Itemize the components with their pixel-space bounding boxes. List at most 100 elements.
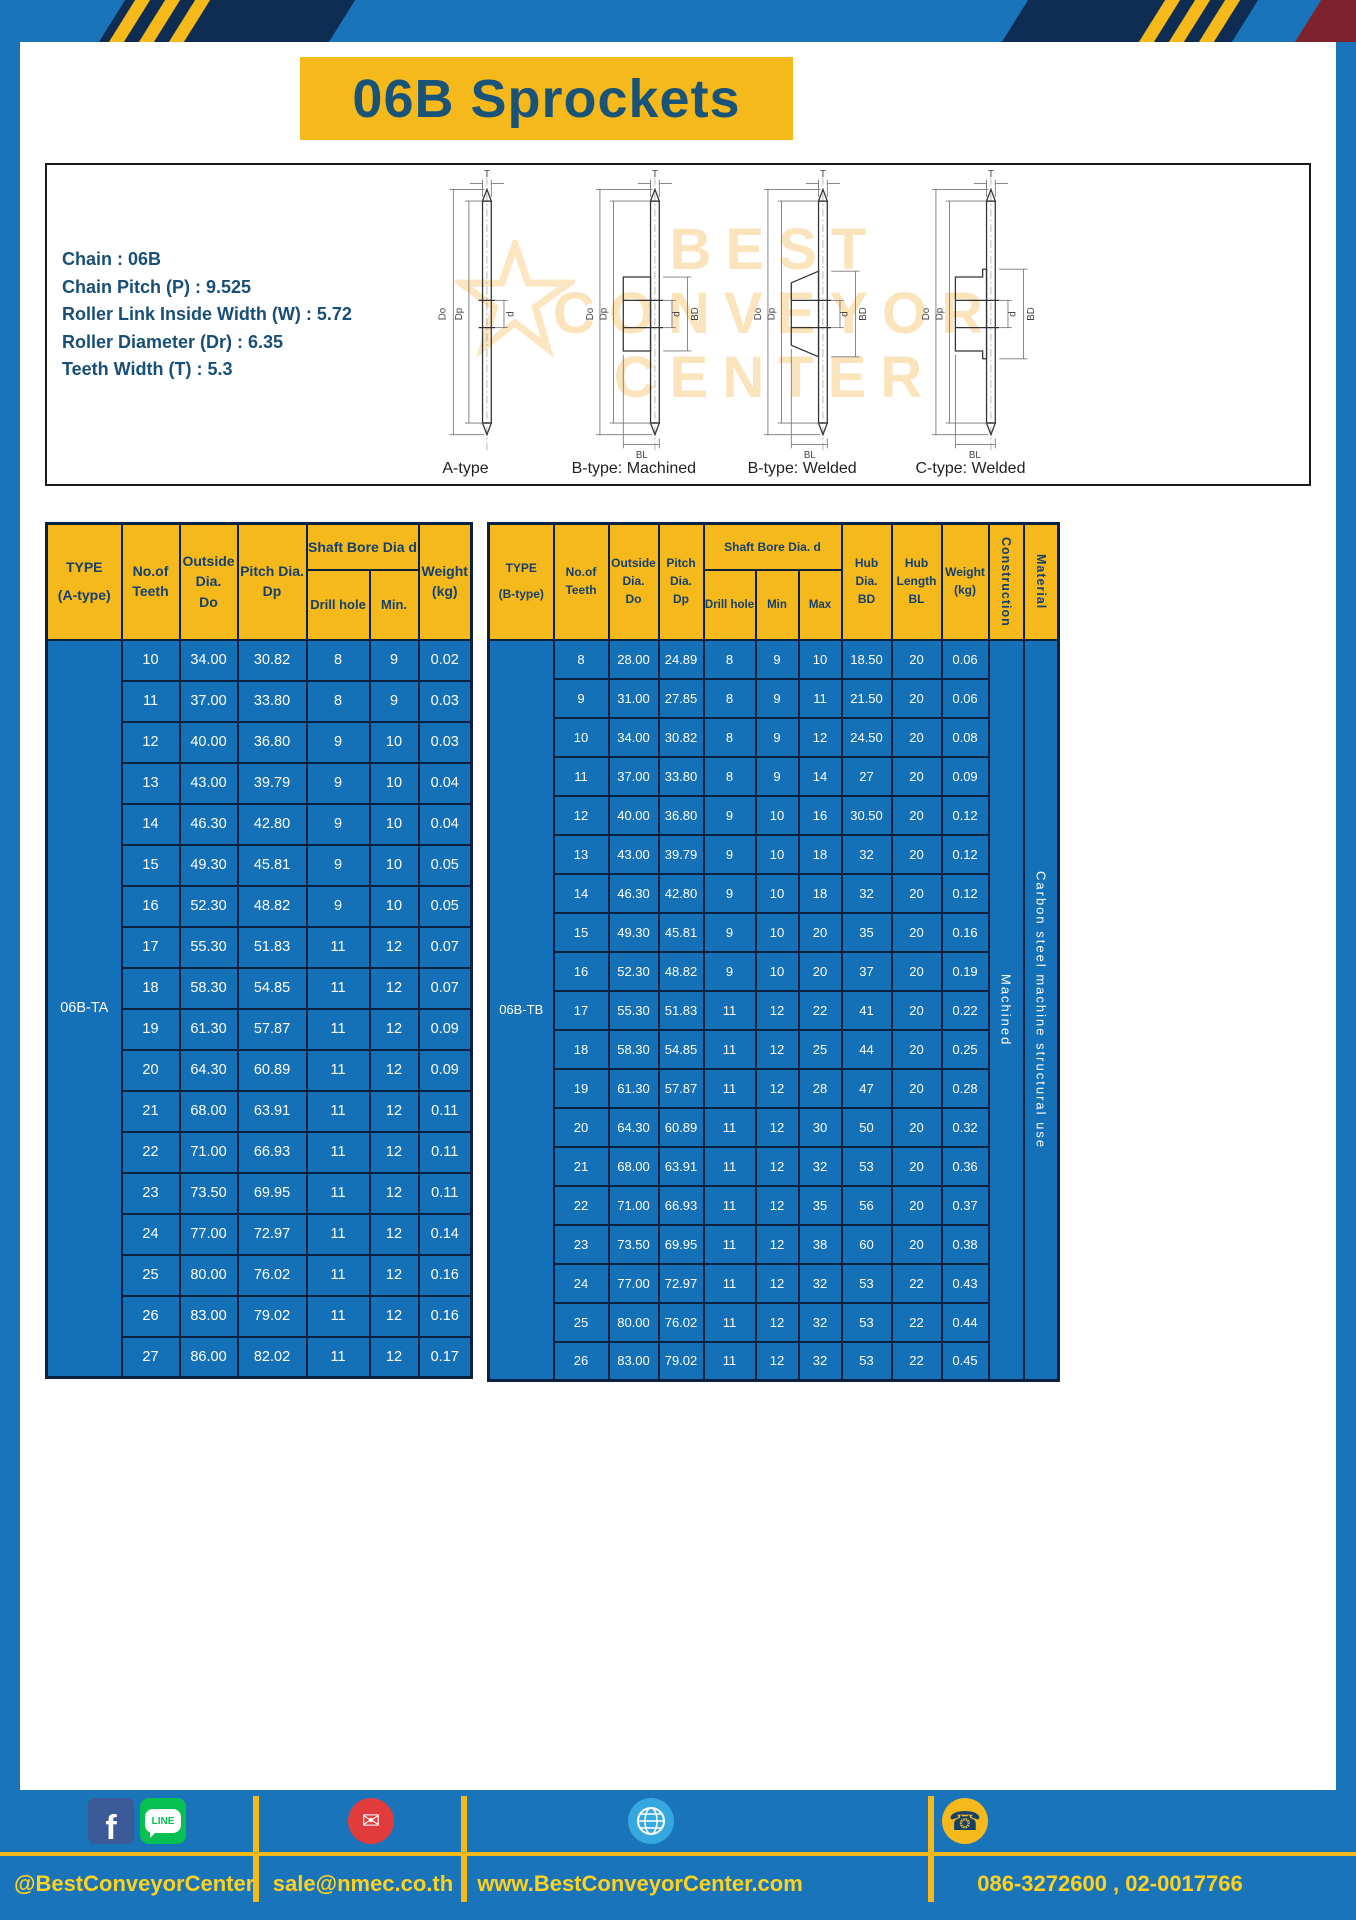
header-line: TYPE	[65, 558, 103, 575]
cell: 63.91	[657, 1145, 705, 1187]
cell: 9	[702, 833, 757, 875]
dim-label: Do	[753, 308, 764, 320]
cell: 77.00	[607, 1262, 660, 1304]
cell: 23	[552, 1223, 610, 1265]
cell: 58.30	[178, 966, 239, 1010]
table-b-type: TYPE (B-type) No.of Teeth Outside Dia. D…	[487, 522, 1061, 1382]
cell: 30	[797, 1106, 843, 1148]
cell: 64.30	[607, 1106, 660, 1148]
header-type: TYPE (B-type)	[487, 522, 555, 641]
cell: 52.30	[178, 884, 239, 928]
cell: 12	[368, 1007, 420, 1051]
table-row: 10 34.00 30.82 8 9 12 24.50 20 0.08	[489, 716, 1059, 758]
cell: 9	[305, 802, 371, 846]
cell: 9	[368, 679, 420, 723]
table-row: 14 46.30 42.80 9 10 18 32 20 0.12	[489, 872, 1059, 914]
cell: 11	[552, 755, 610, 797]
header-shaft-bore-group: Shaft Bore Dia. d	[702, 522, 843, 571]
cell: 0.11	[417, 1089, 473, 1133]
email-icon[interactable]: ✉	[348, 1798, 394, 1844]
header-type: TYPE (A-type)	[45, 522, 123, 641]
header-line: Construction	[999, 536, 1014, 627]
cell: 20	[797, 950, 843, 992]
table-row: 21 68.00 63.91 11 12 0.11	[47, 1089, 473, 1133]
diagram-b-type-welded: T Do Dp d BD BL B-type: Welded	[725, 168, 880, 486]
header-min: Min	[754, 568, 800, 641]
cell: 27	[840, 755, 893, 797]
cell: 12	[368, 1171, 420, 1215]
footer-email-label[interactable]: sale@nmec.co.th	[272, 1871, 454, 1896]
table-row: 21 68.00 63.91 11 12 32 53 20 0.36	[489, 1145, 1059, 1187]
cell: 51.83	[236, 925, 308, 969]
cell: 20	[890, 911, 943, 953]
header-pitch-dia: Pitch Dia. Dp	[657, 522, 705, 641]
cell: 12	[368, 1294, 420, 1338]
cell: 58.30	[607, 1028, 660, 1070]
header-hub-dia: Hub Dia. BD	[840, 522, 893, 641]
cell: 53	[840, 1262, 893, 1304]
cell: 0.43	[940, 1262, 990, 1304]
cell: 68.00	[607, 1145, 660, 1187]
header-line: Outside	[182, 552, 235, 569]
cell: 37	[840, 950, 893, 992]
cell: 71.00	[178, 1130, 239, 1174]
footer-divider-line	[0, 1852, 1356, 1856]
dim-label: BD	[858, 307, 869, 321]
table-row: 13 43.00 39.79 9 10 18 32 20 0.12	[489, 833, 1059, 875]
cell: 18	[120, 966, 181, 1010]
cell: 27	[120, 1335, 181, 1379]
cell: 71.00	[607, 1184, 660, 1226]
cell: 12	[754, 1340, 800, 1382]
title-banner: 06B Sprockets	[300, 57, 793, 140]
cell: 8	[702, 677, 757, 719]
header-drill-hole: Drill hole	[702, 568, 757, 641]
cell: 34.00	[178, 638, 239, 682]
phone-icon[interactable]: ☎	[942, 1798, 988, 1844]
cell: 0.12	[940, 872, 990, 914]
table-row: 11 37.00 33.80 8 9 14 27 20 0.09	[489, 755, 1059, 797]
cell: 50	[840, 1106, 893, 1148]
cell: 25	[797, 1028, 843, 1070]
cell: 0.16	[417, 1294, 473, 1338]
cell: 13	[120, 761, 181, 805]
dim-label: Dp	[767, 308, 778, 320]
table-row: 23 73.50 69.95 11 12 0.11	[47, 1171, 473, 1215]
table-a-type: TYPE (A-type) No.of Teeth Outside Dia. D…	[45, 522, 473, 1379]
cell: 79.02	[657, 1340, 705, 1382]
top-right-maroon-wedge	[1294, 0, 1356, 42]
cell: 38	[797, 1223, 843, 1265]
cell: 30.82	[236, 638, 308, 682]
cell: 10	[754, 950, 800, 992]
table-row: 22 71.00 66.93 11 12 35 56 20 0.37	[489, 1184, 1059, 1226]
cell: 10	[368, 884, 420, 928]
header-line: Hub	[854, 556, 879, 571]
spec-line: Roller Link Inside Width (W) : 5.72	[62, 304, 352, 324]
cell: 12	[368, 1253, 420, 1297]
cell: 66.93	[657, 1184, 705, 1226]
table-row: 26 83.00 79.02 11 12 0.16	[47, 1294, 473, 1338]
cell: 82.02	[236, 1335, 308, 1379]
table-row: 12 40.00 36.80 9 10 16 30.50 20 0.12	[489, 794, 1059, 836]
cell: 10	[754, 833, 800, 875]
dim-label: BL	[804, 450, 816, 460]
footer-phone-label[interactable]: 086-3272600 , 02-0017766	[977, 1871, 1243, 1896]
header-line: Dp	[673, 592, 689, 607]
cell: 28.00	[607, 638, 660, 680]
diagram-panel	[45, 163, 1311, 486]
header-teeth: No.of Teeth	[552, 522, 610, 641]
diagram-caption: B-type: Welded	[747, 460, 857, 477]
header-outside-dia: Outside Dia. Do	[178, 522, 239, 641]
cell: 76.02	[657, 1301, 705, 1343]
globe-icon[interactable]	[628, 1798, 674, 1844]
header-hub-length: Hub Length BL	[890, 522, 943, 641]
cell: 22	[552, 1184, 610, 1226]
footer-facebook-label[interactable]: @BestConveyorCenter	[14, 1871, 255, 1896]
cell: 0.36	[940, 1145, 990, 1187]
facebook-icon[interactable]: f	[88, 1798, 134, 1845]
spec-line: Teeth Width (T) : 5.3	[62, 359, 233, 379]
line-icon[interactable]: LINE	[140, 1798, 186, 1844]
footer-website-label[interactable]: www.BestConveyorCenter.com	[477, 1871, 803, 1896]
cell: 8	[305, 679, 371, 723]
cell: 32	[797, 1145, 843, 1187]
cell: 11	[305, 1294, 371, 1338]
